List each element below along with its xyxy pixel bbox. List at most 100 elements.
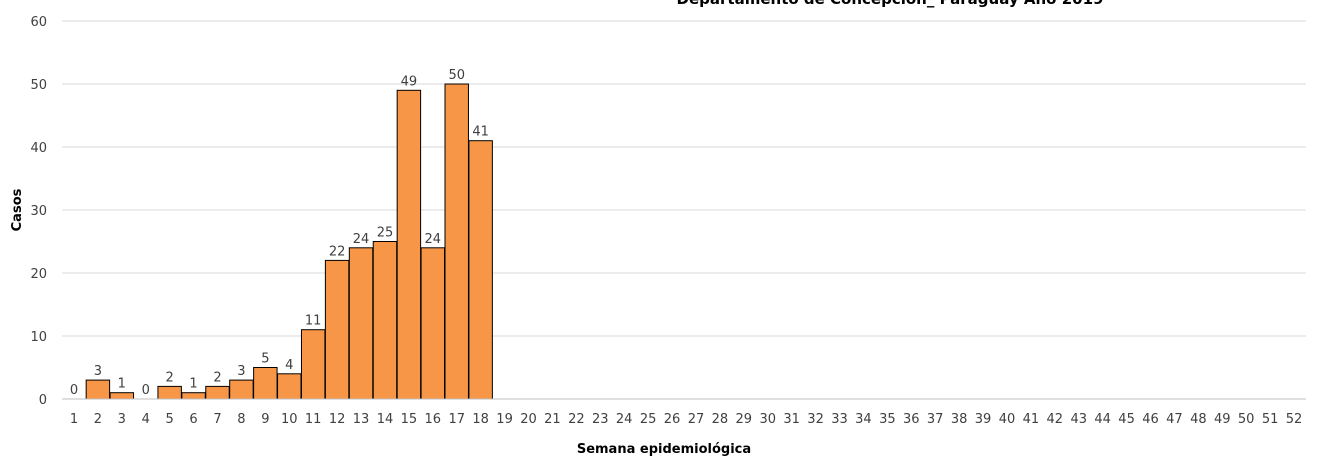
x-tick-label: 17	[448, 412, 465, 427]
x-tick-label: 27	[688, 412, 705, 427]
bars	[85, 83, 493, 400]
x-tick-label: 23	[592, 412, 609, 427]
bar-week-2	[85, 379, 111, 400]
x-tick-label: 4	[142, 412, 150, 427]
x-tick-label: 19	[496, 412, 513, 427]
x-tick-label: 36	[903, 412, 920, 427]
x-tick-label: 44	[1094, 412, 1111, 427]
bar-week-15	[396, 89, 422, 400]
x-tick-label: 20	[520, 412, 537, 427]
y-tick-label: 60	[30, 15, 47, 30]
x-tick-label: 33	[831, 412, 848, 427]
x-tick-label: 35	[879, 412, 896, 427]
x-tick-label: 2	[94, 412, 102, 427]
x-tick-label: 24	[616, 412, 633, 427]
data-label-week-10: 4	[285, 358, 293, 373]
x-tick-label: 11	[305, 412, 322, 427]
y-axis-label: Casos	[10, 188, 25, 231]
x-tick-label: 47	[1166, 412, 1183, 427]
x-tick-label: 21	[544, 412, 561, 427]
chart-title: Departamento de Concepción_ Paraguay Año…	[677, 0, 1104, 8]
gridlines	[62, 20, 1306, 337]
data-label-week-16: 24	[425, 232, 442, 247]
x-tick-label: 42	[1047, 412, 1064, 427]
y-tick-label: 0	[39, 393, 47, 408]
bar-week-10	[277, 373, 302, 400]
x-axis-label: Semana epidemiológica	[577, 442, 751, 457]
data-label-week-18: 41	[472, 125, 489, 140]
bar-week-3	[109, 392, 135, 400]
x-tick-label: 32	[807, 412, 824, 427]
x-tick-label: 1	[70, 412, 78, 427]
x-tick-label: 9	[261, 412, 269, 427]
x-tick-label: 26	[664, 412, 681, 427]
x-tick-label: 43	[1070, 412, 1087, 427]
data-label-week-9: 5	[261, 352, 269, 367]
x-tick-label: 45	[1118, 412, 1135, 427]
x-tick-label: 50	[1238, 412, 1255, 427]
x-tick-label: 14	[377, 412, 394, 427]
x-tick-label: 46	[1142, 412, 1159, 427]
y-axis-ticks: 0 10 20 30 40 50 60	[30, 15, 47, 408]
x-tick-label: 41	[1023, 412, 1040, 427]
x-tick-label: 38	[951, 412, 968, 427]
x-tick-label: 3	[118, 412, 126, 427]
x-tick-label: 52	[1286, 412, 1303, 427]
data-label-week-12: 22	[329, 244, 346, 259]
x-axis-ticks: 1 2 3 4 5 6 7 8 9 10 11 12 13 14 15 16 17 18 19 20 21 22 23 24 2…	[70, 412, 1302, 427]
x-tick-label: 22	[568, 412, 585, 427]
data-label-week-17: 50	[448, 68, 465, 83]
x-tick-label: 49	[1214, 412, 1231, 427]
data-label-week-11: 11	[305, 314, 322, 329]
x-tick-label: 6	[189, 412, 197, 427]
data-label-week-13: 24	[353, 232, 370, 247]
data-label-week-2: 3	[94, 364, 102, 379]
data-label-week-7: 2	[213, 370, 221, 385]
data-label-week-14: 25	[377, 226, 394, 241]
bar-week-5	[157, 385, 182, 400]
data-label-week-3: 1	[118, 377, 126, 392]
x-tick-label: 37	[927, 412, 944, 427]
x-tick-label: 51	[1262, 412, 1279, 427]
y-tick-label: 20	[30, 267, 47, 282]
y-tick-label: 40	[30, 141, 47, 156]
x-tick-label: 15	[401, 412, 418, 427]
y-tick-label: 50	[30, 78, 47, 93]
bar-week-17	[444, 83, 469, 400]
data-label-week-6: 1	[189, 377, 197, 392]
data-label-week-4: 0	[142, 383, 150, 398]
bar-week-14	[372, 241, 398, 400]
data-label-week-8: 3	[237, 364, 245, 379]
data-label-week-1: 0	[70, 383, 78, 398]
x-tick-label: 28	[712, 412, 729, 427]
bar-week-12	[324, 259, 350, 400]
bar-week-16	[420, 247, 446, 400]
x-tick-label: 8	[237, 412, 245, 427]
bar-week-13	[348, 247, 374, 400]
data-label-week-5: 2	[166, 370, 174, 385]
x-tick-label: 48	[1190, 412, 1207, 427]
data-label-week-15: 49	[401, 74, 418, 89]
x-tick-label: 31	[783, 412, 800, 427]
x-tick-label: 34	[855, 412, 872, 427]
bar-week-6	[181, 392, 206, 400]
x-tick-label: 10	[281, 412, 298, 427]
y-tick-label: 30	[30, 204, 47, 219]
bar-week-9	[253, 367, 278, 400]
x-tick-label: 30	[759, 412, 776, 427]
x-tick-label: 29	[736, 412, 753, 427]
x-tick-label: 12	[329, 412, 346, 427]
x-tick-label: 7	[213, 412, 221, 427]
x-tick-label: 39	[975, 412, 992, 427]
y-tick-label: 10	[30, 330, 47, 345]
x-tick-label: 16	[425, 412, 442, 427]
x-tick-label: 5	[166, 412, 174, 427]
bar-week-11	[300, 329, 326, 400]
x-tick-label: 18	[472, 412, 489, 427]
bar-week-8	[229, 379, 254, 400]
x-tick-label: 25	[640, 412, 657, 427]
bar-week-18	[468, 140, 493, 400]
bar-week-7	[205, 385, 230, 400]
